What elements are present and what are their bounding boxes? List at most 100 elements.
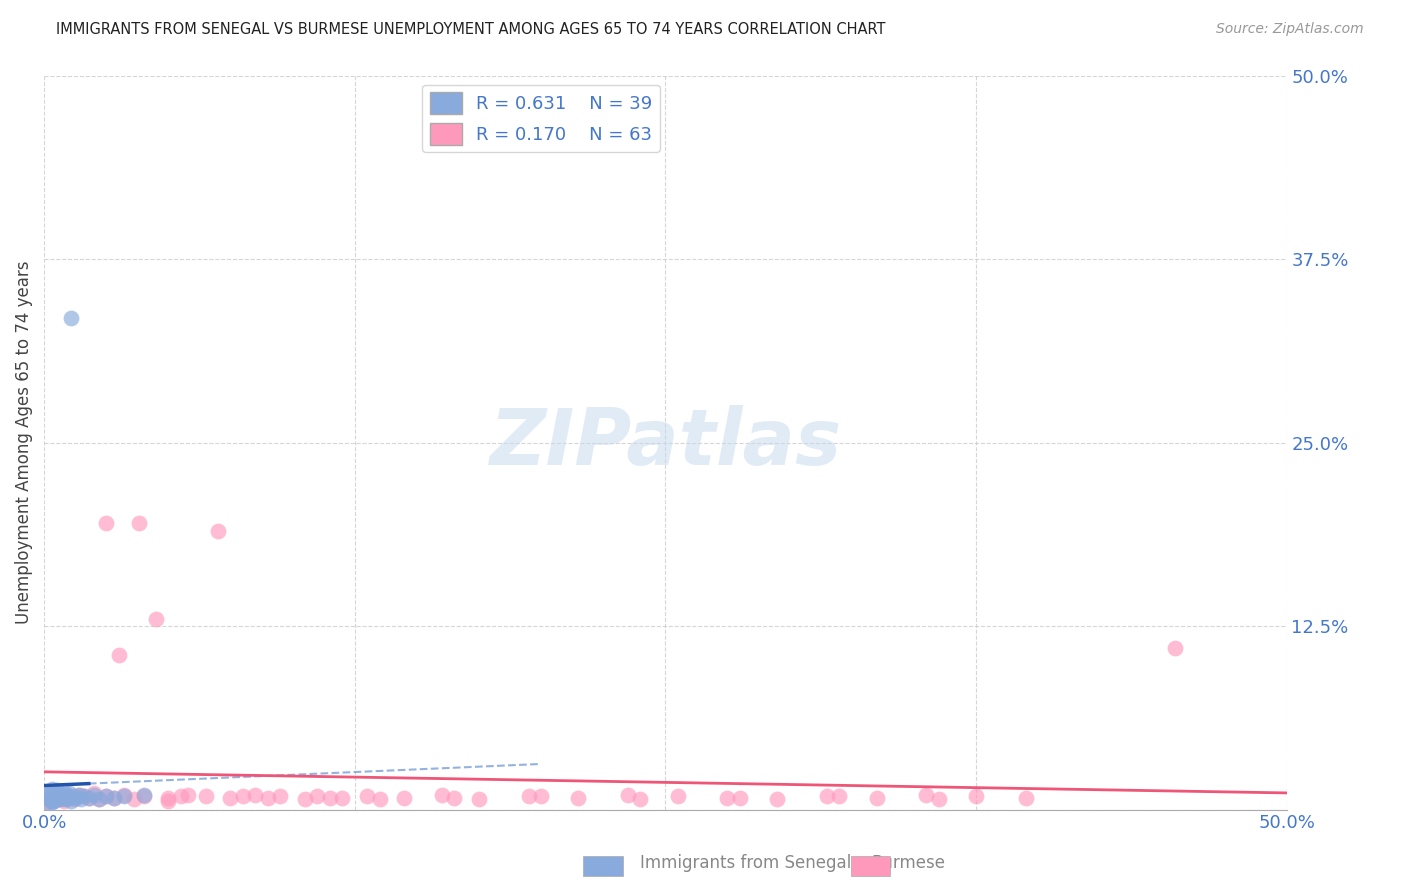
Point — [58, 789, 80, 804]
Point — [294, 792, 316, 806]
Point — [48, 792, 70, 806]
Point — [103, 790, 125, 805]
Point — [96, 789, 118, 804]
Point — [177, 788, 200, 802]
Point — [38, 790, 60, 805]
Point — [38, 792, 60, 806]
Point — [60, 310, 83, 325]
Point — [45, 789, 67, 804]
Point — [468, 792, 491, 806]
Point — [53, 790, 76, 805]
Point — [170, 789, 193, 804]
Point — [232, 789, 254, 804]
Point — [307, 789, 329, 804]
Point — [45, 783, 67, 797]
Point — [728, 790, 751, 805]
Point — [38, 792, 60, 806]
Point — [430, 788, 453, 802]
Point — [157, 790, 180, 805]
Point — [42, 790, 65, 805]
Point — [42, 794, 65, 808]
Point — [41, 789, 63, 804]
Point — [517, 789, 540, 804]
Point — [207, 524, 229, 538]
Point — [48, 790, 70, 805]
Point — [245, 788, 267, 802]
Point — [965, 789, 987, 804]
Text: Burmese: Burmese — [872, 855, 946, 872]
Point — [41, 794, 63, 808]
Point — [70, 792, 93, 806]
Text: IMMIGRANTS FROM SENEGAL VS BURMESE UNEMPLOYMENT AMONG AGES 65 TO 74 YEARS CORREL: IMMIGRANTS FROM SENEGAL VS BURMESE UNEMP… — [56, 22, 886, 37]
Point — [51, 788, 73, 802]
Point — [394, 790, 416, 805]
Point — [96, 516, 118, 531]
Text: ZIPatlas: ZIPatlas — [489, 405, 841, 481]
Point — [194, 789, 217, 804]
Point — [865, 790, 887, 805]
Point — [356, 789, 378, 804]
Point — [55, 788, 77, 802]
Point — [41, 794, 63, 808]
Point — [96, 789, 118, 804]
Point — [716, 790, 738, 805]
Point — [77, 790, 100, 805]
Point — [617, 788, 640, 802]
Point — [35, 795, 58, 809]
Point — [443, 790, 465, 805]
Text: Immigrants from Senegal: Immigrants from Senegal — [640, 855, 851, 872]
Point — [256, 790, 278, 805]
Point — [45, 792, 67, 806]
Point — [51, 788, 73, 802]
Point — [35, 795, 58, 809]
Point — [766, 792, 789, 806]
Point — [58, 790, 80, 805]
Point — [38, 785, 60, 799]
Point — [319, 790, 342, 805]
Point — [48, 786, 70, 800]
Point — [63, 789, 86, 804]
Point — [35, 788, 58, 802]
Point — [630, 792, 652, 806]
Point — [112, 789, 135, 804]
Point — [1164, 641, 1187, 656]
Point — [55, 792, 77, 806]
Point — [368, 792, 391, 806]
Y-axis label: Unemployment Among Ages 65 to 74 years: Unemployment Among Ages 65 to 74 years — [15, 260, 32, 624]
Point — [530, 789, 553, 804]
Point — [87, 792, 110, 806]
Point — [330, 790, 353, 805]
Point — [132, 789, 155, 804]
Point — [666, 789, 689, 804]
Point — [42, 789, 65, 804]
Point — [132, 788, 155, 802]
Point — [928, 792, 950, 806]
Point — [915, 788, 938, 802]
Point — [67, 788, 90, 802]
Point — [157, 794, 180, 808]
Point — [815, 789, 838, 804]
Point — [55, 790, 77, 805]
Point — [219, 790, 242, 805]
Legend: R = 0.631    N = 39, R = 0.170    N = 63: R = 0.631 N = 39, R = 0.170 N = 63 — [422, 85, 659, 152]
Point — [67, 788, 90, 802]
Point — [145, 612, 167, 626]
Point — [42, 786, 65, 800]
Point — [122, 792, 145, 806]
Point — [73, 789, 96, 804]
Point — [87, 792, 110, 806]
Point — [1014, 790, 1036, 805]
Point — [63, 792, 86, 806]
Point — [41, 795, 63, 809]
Point — [77, 790, 100, 805]
Point — [53, 785, 76, 799]
Point — [51, 792, 73, 806]
Point — [83, 786, 105, 800]
Point — [41, 782, 63, 797]
Point — [828, 789, 851, 804]
Point — [112, 788, 135, 802]
Point — [65, 790, 87, 805]
Point — [53, 794, 76, 808]
Point — [128, 516, 150, 531]
Point — [73, 789, 96, 804]
